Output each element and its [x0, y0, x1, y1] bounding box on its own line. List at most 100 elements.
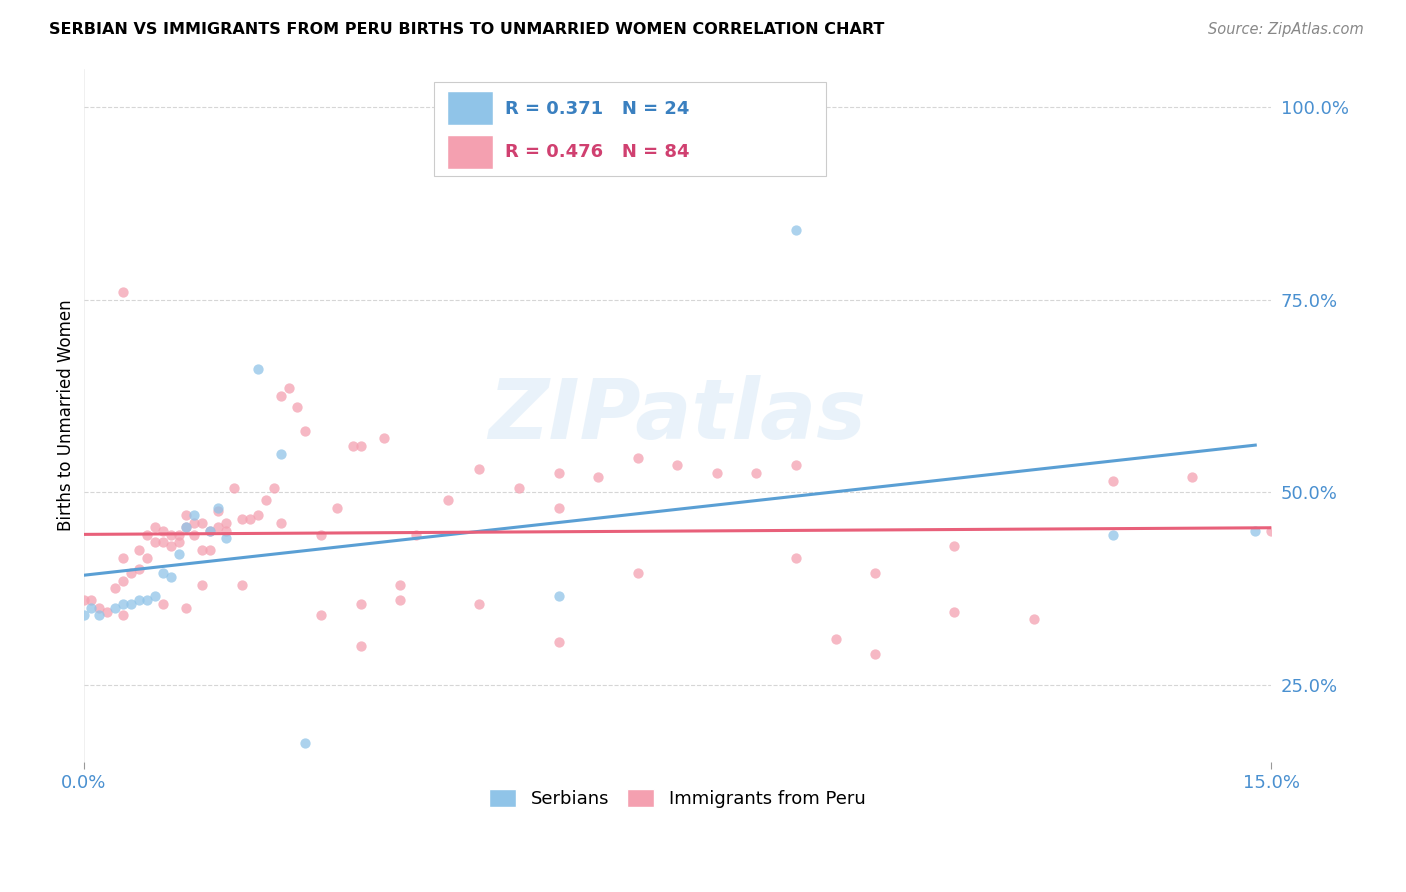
Point	[159, 539, 181, 553]
Point	[231, 512, 253, 526]
Point	[349, 639, 371, 653]
Point	[706, 466, 728, 480]
Point	[191, 577, 214, 591]
Point	[215, 532, 238, 546]
Point	[270, 389, 292, 403]
Point	[468, 597, 491, 611]
Point	[1101, 527, 1123, 541]
Point	[120, 597, 142, 611]
Point	[1244, 524, 1267, 538]
Point	[627, 566, 650, 580]
Point	[112, 608, 135, 623]
Point	[152, 597, 174, 611]
Point	[246, 362, 269, 376]
Point	[183, 527, 205, 541]
Point	[1101, 474, 1123, 488]
Text: Source: ZipAtlas.com: Source: ZipAtlas.com	[1208, 22, 1364, 37]
Point	[152, 535, 174, 549]
Point	[468, 462, 491, 476]
Point	[263, 481, 285, 495]
Point	[326, 500, 349, 515]
Point	[143, 520, 166, 534]
Point	[128, 562, 150, 576]
Point	[785, 550, 807, 565]
Y-axis label: Births to Unmarried Women: Births to Unmarried Women	[58, 300, 75, 531]
Point	[508, 481, 530, 495]
Point	[167, 527, 190, 541]
Point	[176, 600, 198, 615]
Point	[309, 608, 332, 623]
Point	[436, 492, 458, 507]
Point	[176, 520, 198, 534]
Point	[373, 431, 395, 445]
Point	[207, 520, 229, 534]
Point	[785, 458, 807, 473]
Point	[627, 450, 650, 465]
Point	[96, 605, 118, 619]
Point	[278, 381, 301, 395]
Point	[294, 735, 316, 749]
Point	[215, 516, 238, 530]
Point	[666, 458, 689, 473]
Point	[1181, 469, 1204, 483]
Point	[176, 520, 198, 534]
Point	[120, 566, 142, 580]
Point	[89, 600, 111, 615]
Point	[159, 527, 181, 541]
Point	[349, 439, 371, 453]
Point	[112, 597, 135, 611]
Point	[104, 582, 127, 596]
FancyBboxPatch shape	[449, 92, 494, 126]
Text: ZIPatlas: ZIPatlas	[488, 375, 866, 456]
Point	[183, 508, 205, 523]
Point	[72, 608, 94, 623]
Point	[865, 566, 887, 580]
Point	[176, 508, 198, 523]
Point	[943, 539, 966, 553]
Point	[342, 439, 364, 453]
Point	[285, 401, 308, 415]
Point	[943, 605, 966, 619]
Point	[405, 527, 427, 541]
Point	[1260, 524, 1282, 538]
Point	[159, 570, 181, 584]
Point	[198, 524, 221, 538]
Point	[389, 593, 412, 607]
Point	[270, 447, 292, 461]
Point	[215, 524, 238, 538]
Point	[104, 600, 127, 615]
Legend: Serbians, Immigrants from Peru: Serbians, Immigrants from Peru	[482, 781, 873, 815]
Point	[239, 512, 262, 526]
Point	[89, 608, 111, 623]
Point	[547, 466, 569, 480]
Point	[152, 524, 174, 538]
Point	[270, 516, 292, 530]
Point	[112, 550, 135, 565]
Point	[294, 424, 316, 438]
FancyBboxPatch shape	[434, 82, 825, 176]
Text: R = 0.371   N = 24: R = 0.371 N = 24	[505, 100, 689, 118]
Point	[80, 600, 103, 615]
Point	[389, 577, 412, 591]
Point	[547, 500, 569, 515]
Point	[135, 527, 157, 541]
Point	[349, 597, 371, 611]
Point	[745, 466, 768, 480]
Point	[207, 500, 229, 515]
Point	[183, 516, 205, 530]
Point	[231, 577, 253, 591]
Point	[824, 632, 846, 646]
Point	[547, 589, 569, 603]
Point	[207, 504, 229, 518]
Point	[198, 543, 221, 558]
Point	[128, 593, 150, 607]
FancyBboxPatch shape	[449, 136, 494, 169]
Point	[112, 285, 135, 299]
Point	[167, 547, 190, 561]
Point	[128, 543, 150, 558]
Text: SERBIAN VS IMMIGRANTS FROM PERU BIRTHS TO UNMARRIED WOMEN CORRELATION CHART: SERBIAN VS IMMIGRANTS FROM PERU BIRTHS T…	[49, 22, 884, 37]
Point	[586, 469, 609, 483]
Point	[254, 492, 277, 507]
Point	[135, 593, 157, 607]
Point	[191, 516, 214, 530]
